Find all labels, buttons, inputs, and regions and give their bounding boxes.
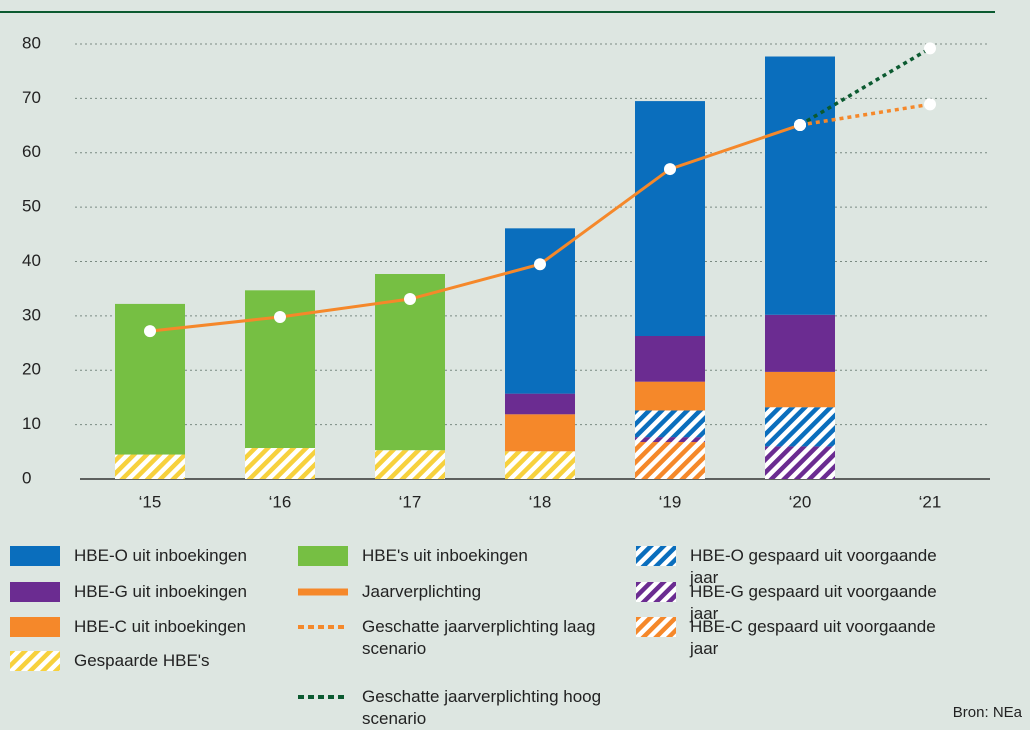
legend-item: HBE-C gespaard uit voorgaande jaar <box>636 616 950 660</box>
y-tick-label: 30 <box>22 305 41 324</box>
legend-swatch <box>10 581 60 603</box>
bar-segment <box>635 442 705 479</box>
legend-label: Geschatte jaarverplichting laag scenario <box>362 617 596 658</box>
legend-label: HBE-G gespaard uit voorgaande jaar <box>690 582 937 623</box>
legend-item: Jaarverplichting <box>298 581 622 603</box>
x-tick-label: ‘15 <box>139 492 162 511</box>
bar-segment <box>505 228 575 394</box>
bar-segment <box>635 381 705 411</box>
line-point <box>924 42 936 55</box>
legend-item: HBE-G uit inboekingen <box>10 581 334 603</box>
bar-segment <box>245 448 315 479</box>
line <box>799 46 931 127</box>
legend-label: Gespaarde HBE's <box>74 651 210 670</box>
line <box>799 102 931 127</box>
y-tick-label: 60 <box>22 142 41 161</box>
legend-swatch <box>636 616 676 638</box>
line-point <box>534 258 546 271</box>
legend-item: Geschatte jaarverplichting laag scenario <box>298 616 612 660</box>
bar-segment <box>635 437 705 443</box>
y-tick-label: 80 <box>22 33 41 52</box>
legend-swatch <box>298 686 348 708</box>
line-point <box>144 325 156 338</box>
legend-swatch <box>10 616 60 638</box>
legend-swatch <box>298 545 348 567</box>
legend-swatch <box>298 581 348 603</box>
bar-segment <box>765 446 835 479</box>
x-tick-label: ‘21 <box>919 492 942 511</box>
line-point <box>924 98 936 111</box>
legend-label: Geschatte jaarverplichting hoog scenario <box>362 687 602 728</box>
legend-label: HBE-C gespaard uit voorgaande jaar <box>690 617 936 658</box>
legend-item: HBE-G gespaard uit voorgaande jaar <box>636 581 950 625</box>
bar-segment <box>765 314 835 372</box>
bar-segment <box>635 335 705 382</box>
line-point <box>274 310 286 323</box>
line-point <box>404 293 416 306</box>
bar-segment <box>505 451 575 479</box>
y-tick-label: 40 <box>22 251 41 270</box>
bar-segment <box>765 371 835 408</box>
legend-label: HBE-O gespaard uit voorgaande jaar <box>690 546 937 587</box>
legend-swatch <box>636 581 676 603</box>
legend-label: Jaarverplichting <box>362 582 482 601</box>
legend-label: HBE-O uit inboekingen <box>74 546 247 565</box>
bar-segment <box>635 410 705 438</box>
legend-label: HBE's uit inboekingen <box>362 546 528 565</box>
bar-segment <box>635 101 705 336</box>
chart: 0 10 20 30 40 50 60 70 80 ‘15 ‘16 ‘17 ‘18 ‘19 ‘20 ‘21 <box>0 11 995 511</box>
y-tick-label: 70 <box>22 88 41 107</box>
y-tick-label: 0 <box>22 468 31 487</box>
legend-item: Gespaarde HBE's <box>10 650 334 672</box>
x-tick-label: ‘17 <box>399 492 422 511</box>
x-tick-label: ‘18 <box>529 492 552 511</box>
y-tick-label: 10 <box>22 414 41 433</box>
legend-item: Geschatte jaarverplichting hoog scenario <box>298 686 612 730</box>
legend-swatch <box>10 545 60 567</box>
bar-segment <box>505 393 575 415</box>
legend-label: HBE-G uit inboekingen <box>74 582 247 601</box>
x-tick-label: ‘20 <box>789 492 812 511</box>
legend-item: HBE's uit inboekingen <box>298 545 622 567</box>
y-tick-label: 50 <box>22 197 41 216</box>
x-tick-label: ‘19 <box>659 492 682 511</box>
line <box>149 123 801 333</box>
legend-swatch <box>10 650 60 672</box>
legend-label: HBE-C uit inboekingen <box>74 617 246 636</box>
legend-swatch <box>298 616 348 638</box>
legend-item: HBE-C uit inboekingen <box>10 616 334 638</box>
bar-segment <box>115 454 185 479</box>
source: Bron: NEa <box>952 704 1022 721</box>
line-point <box>794 119 806 132</box>
bar-segment <box>375 450 445 479</box>
legend-item: HBE-O gespaard uit voorgaande jaar <box>636 545 950 589</box>
bar-segment <box>765 407 835 447</box>
bar-segment <box>505 414 575 452</box>
y-tick-label: 20 <box>22 360 41 379</box>
legend-item: HBE-O uit inboekingen <box>10 545 334 567</box>
legend-swatch <box>636 545 676 567</box>
bar-segment <box>765 56 835 315</box>
x-tick-label: ‘16 <box>269 492 292 511</box>
line-point <box>664 163 676 176</box>
